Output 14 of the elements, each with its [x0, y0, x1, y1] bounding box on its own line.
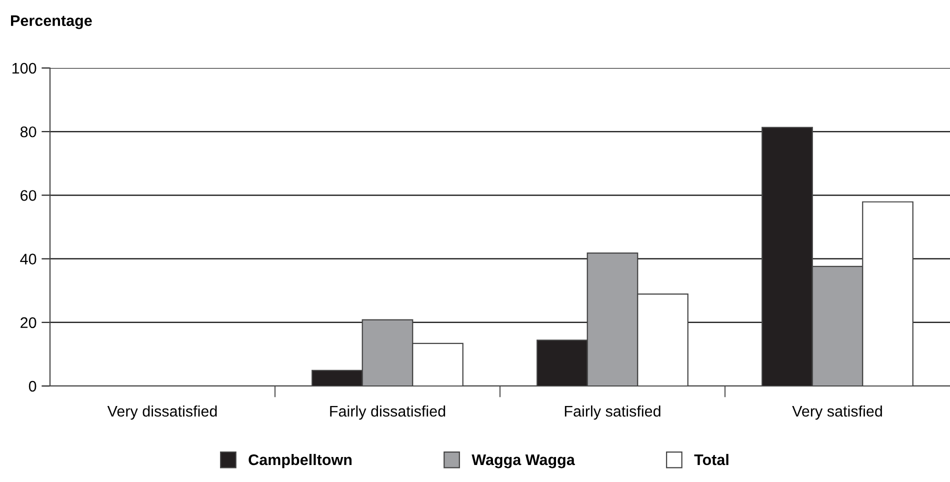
chart-title: Percentage — [11, 15, 92, 30]
y-tick-label: 80 — [20, 126, 36, 138]
legend-label: Campbelltown — [248, 454, 352, 468]
x-tick-label: Fairly dissatisfied — [330, 405, 446, 420]
y-tick-label: 100 — [12, 62, 36, 74]
y-tick-label: 40 — [20, 254, 36, 264]
legend-label: Wagga Wagga — [472, 454, 575, 468]
y-tick-label: 60 — [20, 190, 36, 201]
y-tick-label: 0 — [28, 380, 36, 392]
x-tick-label: Very dissatisfied — [107, 405, 217, 420]
legend-label: Total — [694, 454, 728, 466]
x-tick-label: Very satisfied — [792, 405, 882, 420]
y-tick-label: 20 — [20, 317, 36, 328]
x-tick-label: Fairly satisfied — [564, 405, 660, 420]
